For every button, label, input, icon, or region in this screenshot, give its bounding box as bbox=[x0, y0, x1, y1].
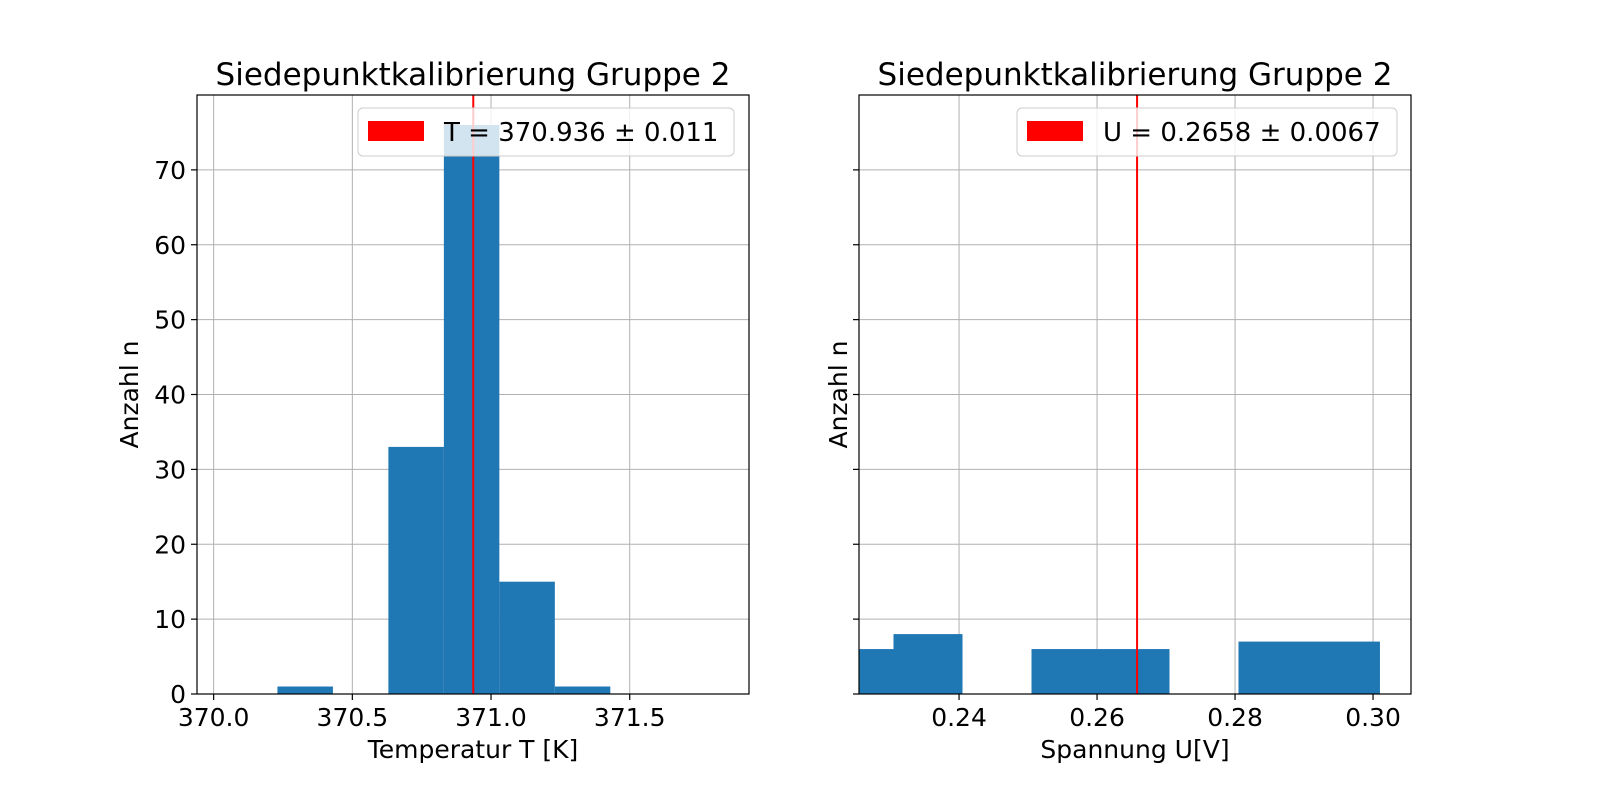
y-tick-label: 10 bbox=[154, 605, 186, 634]
x-tick-label: 371.5 bbox=[594, 703, 666, 732]
histogram-bar bbox=[893, 634, 963, 694]
right-legend-box bbox=[1016, 107, 1398, 157]
histogram-bar bbox=[443, 124, 500, 694]
x-tick-label: 0.28 bbox=[1207, 703, 1263, 732]
right-legend-swatch bbox=[1027, 121, 1083, 141]
left-axis-ticks: 370.0 370.5 371.0 371.5 0 10 20 30 40 50 60 70 bbox=[154, 156, 665, 732]
left-chart-title: Siedepunktkalibrierung Gruppe 2 bbox=[216, 57, 731, 93]
right-grid bbox=[859, 95, 1411, 695]
x-tick-label: 0.30 bbox=[1345, 703, 1401, 732]
left-legend-box bbox=[357, 107, 735, 157]
left-y-axis-label: Anzahl n bbox=[115, 341, 144, 449]
x-tick-label: 371.0 bbox=[455, 703, 527, 732]
left-legend: T = 370.936 ± 0.011 bbox=[357, 107, 735, 157]
left-legend-label: T = 370.936 ± 0.011 bbox=[443, 118, 718, 148]
right-x-axis-label: Spannung U[V] bbox=[1040, 735, 1229, 764]
right-chart-title: Siedepunktkalibrierung Gruppe 2 bbox=[878, 57, 1393, 93]
left-histogram-panel: Siedepunktkalibrierung Gruppe 2 Temperat… bbox=[115, 57, 750, 764]
x-tick-label: 0.24 bbox=[931, 703, 987, 732]
y-tick-label: 30 bbox=[154, 455, 186, 484]
right-histogram-panel: Siedepunktkalibrierung Gruppe 2 Spannung… bbox=[824, 57, 1412, 764]
right-axes-frame bbox=[858, 94, 1412, 695]
y-tick-label: 40 bbox=[154, 381, 186, 410]
y-tick-label: 70 bbox=[154, 156, 186, 185]
histogram-bar bbox=[554, 686, 611, 694]
y-tick-label: 20 bbox=[154, 530, 186, 559]
right-legend: U = 0.2658 ± 0.0067 bbox=[1016, 107, 1398, 157]
histogram-bar bbox=[1238, 641, 1380, 694]
y-tick-label: 50 bbox=[154, 306, 186, 335]
x-tick-label: 370.0 bbox=[178, 703, 250, 732]
histogram-bar bbox=[277, 686, 333, 694]
histogram-bar bbox=[499, 581, 555, 694]
histogram-bar bbox=[859, 649, 894, 694]
right-legend-label: U = 0.2658 ± 0.0067 bbox=[1103, 118, 1381, 148]
x-tick-label: 370.5 bbox=[317, 703, 389, 732]
histogram-bar bbox=[388, 446, 444, 694]
left-histogram-bars bbox=[277, 124, 611, 694]
y-tick-label: 60 bbox=[154, 231, 186, 260]
right-axis-ticks: 0.24 0.26 0.28 0.30 bbox=[853, 169, 1401, 732]
left-x-axis-label: Temperatur T [K] bbox=[367, 735, 579, 764]
right-histogram-bars bbox=[859, 634, 1380, 694]
left-axes-frame bbox=[196, 94, 750, 695]
left-legend-swatch bbox=[368, 121, 424, 141]
histogram-bar bbox=[1031, 649, 1170, 694]
x-tick-label: 0.26 bbox=[1069, 703, 1125, 732]
right-y-axis-label: Anzahl n bbox=[824, 341, 853, 449]
y-tick-label: 0 bbox=[170, 680, 186, 709]
